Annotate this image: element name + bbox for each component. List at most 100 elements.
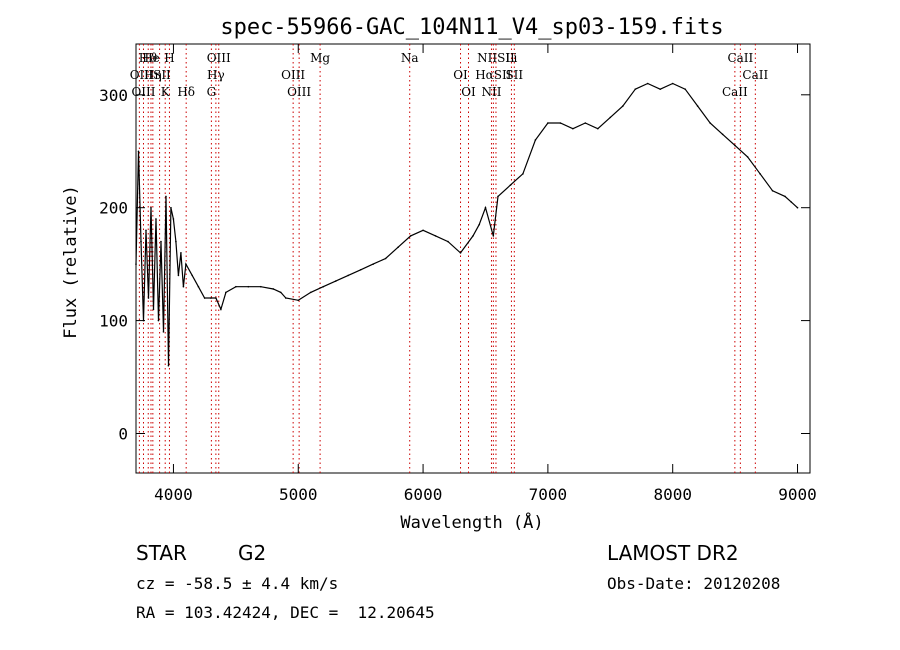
flux-point	[534, 139, 537, 141]
object-class: STAR	[136, 541, 187, 565]
flux-point	[359, 268, 362, 271]
flux-point	[235, 285, 237, 288]
flux-point	[409, 235, 412, 237]
y-tick-label: 0	[118, 424, 128, 443]
flux-point	[167, 364, 170, 367]
flux-point	[547, 122, 549, 124]
flux-point	[152, 308, 155, 311]
flux-point	[172, 218, 175, 220]
flux-point	[150, 206, 152, 209]
line-marker-label: OI	[461, 85, 476, 99]
line-marker-label: OIII	[287, 85, 311, 99]
flux-point	[160, 240, 162, 243]
plot-frame	[135, 43, 811, 474]
redshift-readout: cz = -58.5 ± 4.4 km/s	[136, 574, 339, 593]
flux-point	[140, 240, 142, 243]
flux-point	[180, 252, 182, 254]
line-marker-label: NIISII	[477, 51, 515, 65]
line-marker-label: Li	[506, 51, 518, 65]
flux-point	[646, 82, 649, 85]
flux-point	[297, 299, 300, 302]
flux-point	[260, 285, 262, 288]
line-marker-label: OIII	[131, 85, 155, 99]
survey-name: LAMOST DR2	[607, 541, 739, 565]
flux-point	[137, 150, 140, 153]
flux-point	[210, 297, 212, 299]
line-markers	[138, 44, 756, 473]
line-marker-label: Na	[401, 51, 419, 65]
flux-point	[322, 285, 325, 288]
x-tick-label: 4000	[154, 485, 193, 504]
line-marker-label: Hϑ	[139, 51, 158, 65]
line-marker-label: Hη	[144, 68, 162, 82]
flux-point	[771, 189, 774, 192]
flux-point	[522, 173, 524, 175]
flux-point	[422, 229, 424, 232]
line-marker-labels: Hϑ OII OIII He Hη K H ISII Hδ OIII Hγ G Mg OIII OIII Na…	[130, 51, 769, 99]
x-tick-label: 6000	[404, 485, 443, 504]
flux-point	[621, 105, 624, 107]
y-tick-label: 200	[99, 199, 128, 218]
flux-point	[347, 274, 349, 277]
flux-point	[185, 263, 187, 265]
flux-point	[191, 274, 193, 277]
flux-point	[459, 252, 462, 254]
flux-point	[434, 235, 437, 237]
flux-point	[497, 195, 499, 198]
flux-point	[272, 288, 275, 290]
flux-point	[247, 285, 250, 288]
flux-point	[584, 122, 587, 124]
x-tick-label: 9000	[778, 485, 817, 504]
flux-point	[147, 297, 150, 299]
line-marker-label: ISII	[148, 68, 171, 82]
flux-point	[784, 195, 786, 198]
flux-point	[215, 297, 217, 299]
flux-point	[484, 206, 487, 209]
flux-point	[279, 291, 282, 294]
flux-point	[165, 195, 167, 198]
flux-point	[309, 291, 312, 294]
line-marker-label: Hγ	[207, 68, 225, 82]
flux-point	[684, 88, 686, 90]
y-axis-label: Flux (relative)	[61, 185, 81, 339]
line-marker-label: K	[161, 85, 171, 99]
flux-point	[671, 82, 674, 85]
line-marker-label: OI	[453, 68, 468, 82]
flux-point	[182, 285, 185, 288]
flux-line	[135, 82, 798, 366]
line-marker-label: HαSII	[475, 68, 512, 82]
x-axis-label: Wavelength (Å)	[400, 511, 543, 533]
chart-title: spec-55966-GAC_104N11_V4_sp03-159.fits	[220, 15, 723, 40]
flux-point	[177, 274, 180, 277]
flux-point	[759, 173, 761, 175]
flux-point	[397, 246, 399, 249]
flux-point	[609, 116, 612, 119]
line-marker-label: OII	[130, 68, 150, 82]
flux-point	[162, 331, 165, 333]
line-marker-label: He	[142, 51, 160, 65]
line-marker-label: Mg	[310, 51, 330, 65]
flux-point	[170, 206, 172, 209]
coordinates-readout: RA = 103.42424, DEC = 12.20645	[136, 603, 435, 622]
flux-point	[384, 257, 387, 260]
line-marker-label: H	[164, 51, 174, 65]
flux-point	[334, 280, 337, 282]
flux-point	[790, 201, 793, 203]
flux-point	[220, 308, 222, 311]
flux-series	[135, 82, 799, 367]
flux-point	[734, 144, 736, 147]
flux-point	[659, 88, 662, 90]
x-tick-label: 5000	[279, 485, 318, 504]
flux-point	[203, 297, 206, 299]
flux-point	[696, 105, 699, 107]
flux-point	[197, 285, 200, 288]
line-marker-label: Hδ	[177, 85, 195, 99]
flux-point	[721, 133, 724, 136]
flux-point	[796, 206, 799, 209]
flux-point	[155, 218, 157, 220]
flux-point	[135, 263, 137, 265]
flux-point	[478, 223, 481, 226]
line-marker-label: CaII	[727, 51, 753, 65]
x-tick-label: 7000	[529, 485, 568, 504]
